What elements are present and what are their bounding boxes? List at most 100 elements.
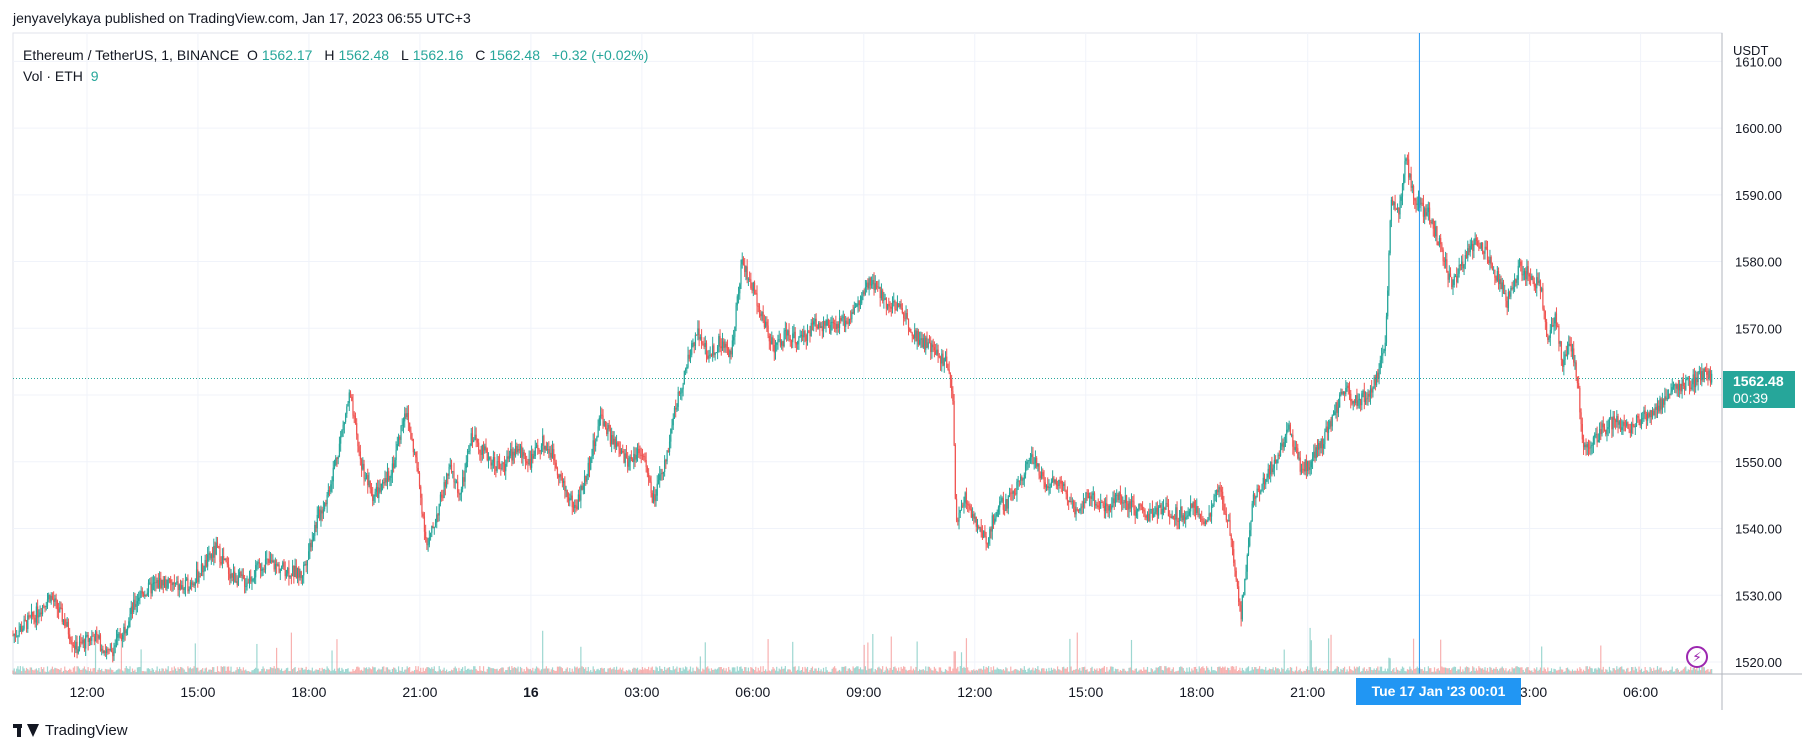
lightning-icon[interactable]: ⚡ [1686,646,1708,668]
candle-body [806,331,809,341]
candle-body [1674,384,1676,386]
candle-body [1241,595,1243,620]
volume-bar [561,668,563,674]
volume-bar [1495,666,1497,674]
volume-bar [1444,667,1447,674]
candle-body [832,321,834,324]
volume-bar [415,666,417,674]
currency-label[interactable]: USDT [1733,43,1769,58]
tradingview-brand[interactable]: TradingView [13,722,128,739]
volume-bar [1261,668,1263,674]
candle-body [859,303,862,306]
volume-bar [1558,669,1560,674]
volume-bar [474,666,476,674]
candle-body [257,562,259,564]
volume-bar [45,671,47,674]
volume-bar [1133,670,1135,674]
volume-bar [935,668,937,674]
candle-body [566,490,568,498]
volume-bar [405,669,407,674]
volume-value: 9 [90,68,99,84]
symbol-name[interactable]: Ethereum / TetherUS, 1, BINANCE [23,47,240,63]
volume-bar [476,670,478,674]
volume-bar [1366,668,1368,674]
x-tick-label: 21:00 [402,684,437,700]
volume-bar [1497,670,1500,674]
candle-body [229,573,231,579]
candle-body [1124,495,1126,503]
candle-body [587,462,589,477]
candle-body [474,434,476,441]
candle-body [539,450,541,452]
volume-bar [1107,671,1109,674]
candle-body [1098,507,1101,509]
candle-body [1425,208,1427,216]
candle-body [1146,513,1149,518]
volume-bar [274,668,276,674]
volume-bar [1469,671,1471,674]
volume-bar [1538,669,1540,674]
volume-bar [227,666,230,674]
volume-bar [220,666,222,674]
volume-bar [879,668,881,674]
candle-body [315,524,317,529]
candle-body [856,304,858,307]
volume-bar [256,643,258,674]
volume-bar [782,669,784,674]
volume-bar [1029,670,1032,674]
volume-bar [1491,669,1494,674]
candle-body [739,284,741,294]
candle-body [1557,326,1559,327]
volume-bar [1506,671,1508,674]
candle-body [591,455,593,458]
candle-body [1698,371,1700,373]
candle-body [1300,468,1303,472]
volume-bar [363,667,365,674]
candle-body [870,284,873,286]
candle-body [1276,460,1278,464]
candle-body [1308,461,1310,470]
candle-body [1175,507,1177,520]
volume-bar [1275,667,1277,674]
candle-body [69,634,71,641]
candle-body [243,578,246,587]
candle-body [293,565,295,577]
volume-bar [129,666,131,674]
volume-bar [851,671,853,674]
candle-body [709,354,711,356]
candle-body [801,334,804,338]
volume-bar [1223,667,1225,674]
candle-body [1085,492,1087,504]
volume-bar [682,667,684,674]
volume-bar [797,669,799,674]
volume-bar [1672,671,1675,674]
candle-body [443,482,445,498]
candle-body [279,568,281,573]
volume-bar [869,668,871,674]
volume-bar [507,667,509,674]
volume-bar [581,666,583,674]
candle-body [1401,184,1404,197]
candle-body [383,482,385,484]
volume-bar [1148,671,1150,674]
volume-bar [1303,670,1305,674]
candle-body [283,562,285,570]
volume-bar [266,669,268,674]
volume-bar [17,666,19,674]
volume-bar [163,671,166,674]
candle-body [1113,498,1115,504]
candle-body [341,430,343,437]
volume-bar [725,668,727,674]
volume-bar [1013,669,1016,674]
volume-label[interactable]: Vol · ETH [23,68,83,84]
candle-body [598,417,600,427]
volume-bar [1027,668,1029,674]
volume-bar [1207,667,1209,674]
volume-bar [1033,670,1035,674]
volume-bar [1157,667,1160,674]
volume-bar [1426,671,1428,674]
volume-bar [423,671,426,674]
volume-bar [1145,669,1147,674]
candle-body [1640,418,1643,426]
